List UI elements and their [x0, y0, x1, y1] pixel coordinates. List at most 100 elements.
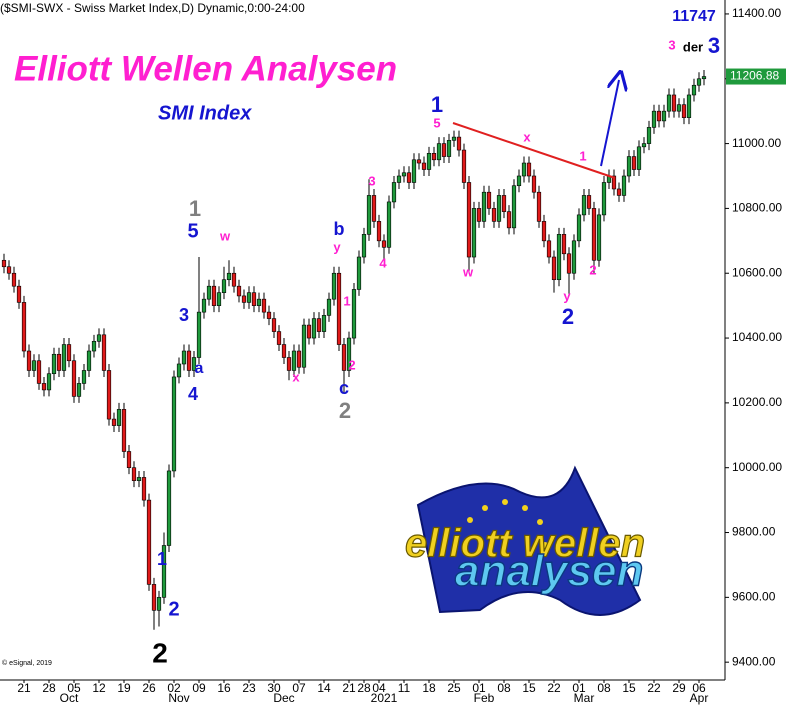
month-label: 2021	[371, 691, 398, 705]
y-tick-label: 9800.00	[732, 525, 776, 539]
x-tick-label: 21	[17, 681, 31, 695]
wave-label: x	[292, 369, 300, 384]
candle-body	[391, 182, 397, 203]
candle-body	[136, 477, 142, 481]
candle-body	[551, 256, 557, 281]
candle-body	[436, 143, 442, 161]
x-tick-label: 01	[572, 681, 586, 695]
x-tick-label: 21	[342, 681, 356, 695]
candle-body	[471, 208, 477, 258]
candle-body	[71, 360, 77, 397]
wave-label: 2	[562, 304, 574, 329]
candle-body	[361, 234, 367, 258]
candle-body	[91, 340, 97, 352]
chart-subtitle: SMI Index	[158, 102, 252, 124]
last-price-label: 11206.88	[730, 69, 779, 83]
x-tick-label: 25	[447, 681, 461, 695]
candle-body	[161, 545, 167, 598]
candle-body	[416, 159, 422, 164]
candle-body	[246, 292, 252, 303]
candle-body	[476, 208, 482, 222]
candle-body	[331, 272, 337, 300]
candle-body	[651, 110, 657, 128]
candle-body	[536, 191, 542, 222]
candle-body	[131, 467, 137, 481]
wave-label: 1	[189, 196, 201, 221]
month-label: Dec	[273, 691, 294, 705]
candle-body	[126, 451, 132, 469]
logo-stars	[467, 499, 548, 548]
wave-label: a	[195, 360, 204, 377]
x-tick-label: 04	[372, 681, 386, 695]
candle-body	[396, 175, 402, 183]
candle-body	[241, 295, 247, 303]
candle-body	[266, 311, 272, 319]
candle-body	[201, 298, 207, 313]
candle-body	[1, 259, 7, 268]
candle-body	[421, 162, 427, 170]
wave-label: 2	[339, 398, 351, 423]
candle-body	[501, 195, 507, 212]
x-tick-label: 29	[672, 681, 686, 695]
candle-body	[481, 191, 487, 222]
candle-body	[446, 140, 452, 157]
candle-body	[696, 78, 702, 86]
wave-label: 1	[157, 549, 167, 569]
candle-body	[16, 285, 22, 303]
candle-body	[321, 315, 327, 332]
candle-body	[6, 266, 12, 274]
candle-body	[451, 136, 457, 141]
candle-body	[21, 302, 27, 352]
credit: © eSignal, 2019	[2, 659, 52, 667]
candle-body	[431, 153, 437, 161]
candle-body	[216, 292, 222, 306]
candle-body	[616, 188, 622, 196]
header: ($SMI-SWX - Swiss Market Index,D) Dynami…	[0, 1, 305, 15]
candle-body	[191, 357, 197, 371]
candle-body	[621, 175, 627, 196]
wave-label: 4	[188, 384, 198, 404]
wave-label: 2	[152, 637, 168, 668]
y-tick-label: 10200.00	[732, 395, 782, 409]
candle-body	[676, 104, 682, 112]
candle-body	[256, 298, 262, 306]
x-tick-label: 22	[647, 681, 661, 695]
candle-body	[401, 172, 407, 177]
candle-body	[261, 298, 267, 313]
wave-label: 1	[579, 148, 586, 163]
candle-body	[586, 195, 592, 209]
candle-body	[196, 311, 202, 358]
candle-body	[521, 162, 527, 177]
projection-arrow	[600, 80, 619, 167]
candle-body	[171, 376, 177, 472]
x-tick-label: 12	[92, 681, 106, 695]
y-tick-label: 11000.00	[732, 136, 781, 150]
candle-body	[46, 373, 52, 391]
candle-body	[316, 318, 322, 332]
candle-body	[31, 360, 37, 371]
candle-body	[176, 363, 182, 378]
candle-body	[666, 94, 672, 112]
candle-body	[511, 185, 517, 229]
y-tick-label: 11400.00	[732, 6, 781, 20]
x-tick-label: 15	[522, 681, 536, 695]
logo-flag	[416, 465, 642, 616]
candle-body	[41, 383, 47, 391]
candle-body	[596, 214, 602, 261]
candle-body	[101, 334, 107, 371]
wave-label: 2	[168, 598, 179, 620]
x-tick-label: 26	[142, 681, 156, 695]
candle-body	[51, 353, 57, 375]
x-tick-label: 18	[422, 681, 436, 695]
y-tick-label: 10000.00	[732, 460, 782, 474]
candle-body	[491, 208, 497, 222]
candle-body	[336, 272, 342, 345]
candle-body	[281, 344, 287, 358]
candle-body	[631, 156, 637, 170]
candle-body	[611, 175, 617, 190]
wave-label: w	[462, 264, 474, 279]
candle-body	[426, 153, 432, 170]
candle-body	[661, 110, 667, 122]
x-tick-label: 16	[217, 681, 231, 695]
candle-body	[116, 409, 122, 426]
